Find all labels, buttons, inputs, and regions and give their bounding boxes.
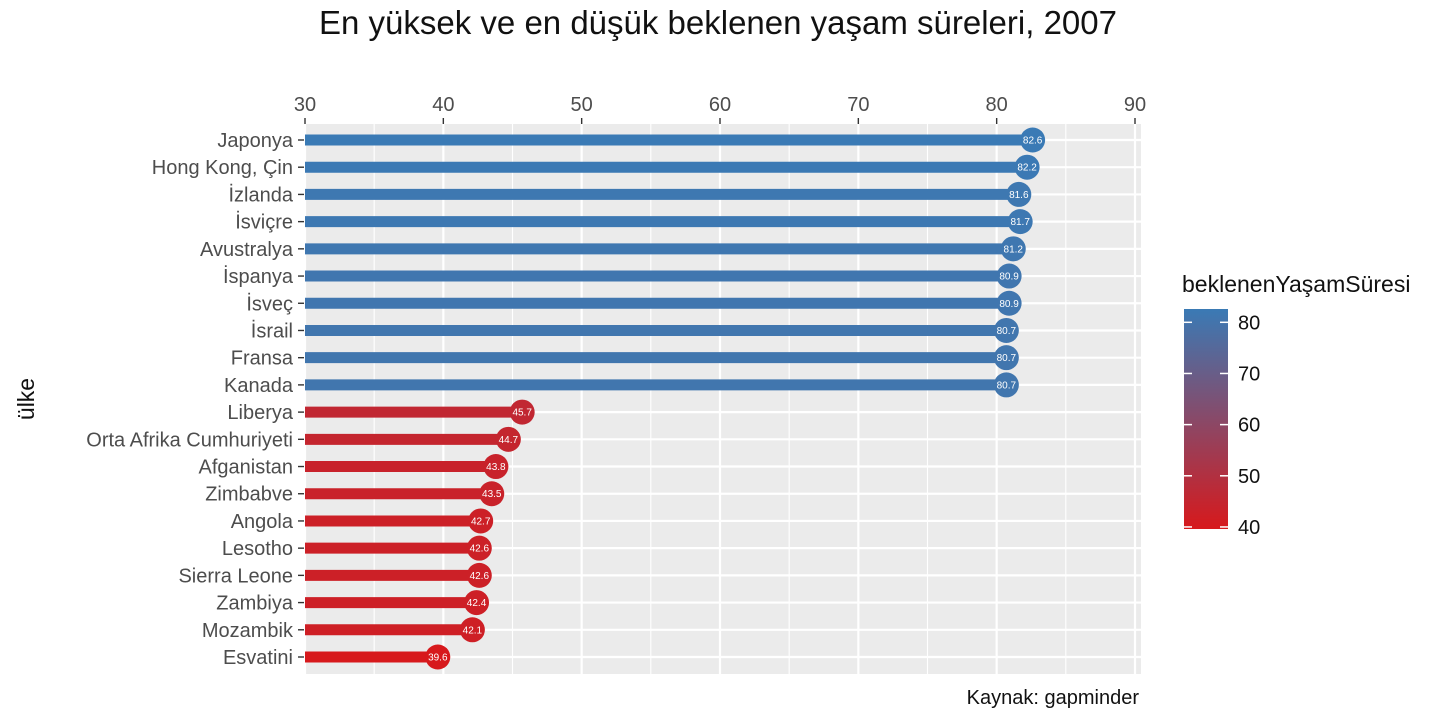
y-tick-label: Liberya <box>227 402 293 424</box>
x-axis: 30 40 50 60 70 80 90 <box>294 94 1146 124</box>
data-label: 42.6 <box>470 571 490 582</box>
lollipop-dot <box>993 317 1019 343</box>
y-tick-label: Zimbabve <box>205 484 293 506</box>
chart-caption: Kaynak: gapminder <box>967 687 1140 709</box>
data-label: 43.5 <box>482 489 502 500</box>
data-label: 81.7 <box>1010 217 1030 228</box>
legend-colorbar <box>1184 309 1228 529</box>
legend: beklenenYaşamSüresi 80 70 60 50 40 <box>1182 271 1410 539</box>
lollipop-dot <box>1007 209 1033 235</box>
data-label: 80.9 <box>999 299 1019 310</box>
lollipop-dot <box>495 426 521 452</box>
data-label: 80.7 <box>997 380 1017 391</box>
data-label: 80.7 <box>997 353 1017 364</box>
lollipop-dot <box>996 290 1022 316</box>
y-axis-title: ülke <box>13 378 39 420</box>
data-label: 80.7 <box>997 326 1017 337</box>
legend-tick-label: 40 <box>1238 517 1260 539</box>
y-tick-label: Esvatini <box>223 647 293 669</box>
y-tick-label: Avustralya <box>200 239 294 261</box>
x-tick-label: 80 <box>986 94 1008 116</box>
data-label: 81.2 <box>1004 244 1024 255</box>
data-label: 42.6 <box>470 544 490 555</box>
lollipop-dot <box>1014 154 1040 180</box>
legend-tick-label: 50 <box>1238 466 1260 488</box>
x-tick-label: 30 <box>294 94 316 116</box>
data-label: 42.1 <box>463 625 483 636</box>
y-tick-label: İsviçre <box>235 211 293 234</box>
lollipop-dot <box>466 562 492 588</box>
x-tick-label: 70 <box>847 94 869 116</box>
data-label: 42.4 <box>467 598 487 609</box>
legend-tick-label: 60 <box>1238 415 1260 437</box>
data-label: 82.2 <box>1017 163 1037 174</box>
lollipop-dot <box>1020 127 1046 153</box>
lollipop-dot <box>425 644 451 670</box>
y-tick-label: Lesotho <box>222 538 293 560</box>
y-tick-label: Zambiya <box>216 593 294 615</box>
x-tick-label: 90 <box>1124 94 1146 116</box>
lollipop-dot <box>483 454 509 480</box>
y-tick-label: Afganistan <box>198 457 293 479</box>
data-label: 39.6 <box>428 653 448 664</box>
y-tick-label: Angola <box>231 511 294 533</box>
lollipop-dot <box>479 481 505 507</box>
x-tick-label: 50 <box>571 94 593 116</box>
x-tick-label: 60 <box>709 94 731 116</box>
data-label: 81.6 <box>1009 190 1029 201</box>
data-marks: 82.6 82.2 81.6 81.7 81.2 80.9 80.9 80.7 80.7 80.7… <box>305 127 1046 670</box>
y-tick-label: İsrail <box>251 319 293 342</box>
data-label: 43.8 <box>486 462 506 473</box>
y-tick-label: İzlanda <box>229 183 294 206</box>
lollipop-dot <box>466 535 492 561</box>
lollipop-dot <box>993 345 1019 371</box>
y-tick-label: Japonya <box>217 130 293 152</box>
data-label: 44.7 <box>499 435 519 446</box>
y-tick-label: Orta Afrika Cumhuriyeti <box>86 429 293 451</box>
lollipop-dot <box>1000 236 1026 262</box>
legend-tick-label: 70 <box>1238 363 1260 385</box>
y-axis: Japonya Hong Kong, Çin İzlanda İsviçre Avust… <box>86 130 304 669</box>
lollipop-dot <box>464 590 490 616</box>
legend-title: beklenenYaşamSüresi <box>1182 271 1410 297</box>
lollipop-dot <box>1006 181 1032 207</box>
data-label: 45.7 <box>512 408 532 419</box>
lollipop-dot <box>459 617 485 643</box>
chart-title: En yüksek ve en düşük beklenen yaşam sür… <box>319 4 1117 41</box>
legend-tick-label: 80 <box>1238 312 1260 334</box>
lollipop-dot <box>468 508 494 534</box>
y-tick-label: Hong Kong, Çin <box>152 157 293 179</box>
y-tick-label: Kanada <box>224 375 294 397</box>
data-label: 80.9 <box>999 272 1019 283</box>
data-label: 42.7 <box>471 516 491 527</box>
x-tick-label: 40 <box>432 94 454 116</box>
plot-panel <box>304 124 1141 674</box>
lollipop-dot <box>996 263 1022 289</box>
lollipop-dot <box>509 399 535 425</box>
y-tick-label: İsveç <box>246 292 293 315</box>
y-tick-label: Fransa <box>231 348 294 370</box>
lollipop-dot <box>993 372 1019 398</box>
y-tick-label: Sierra Leone <box>178 565 293 587</box>
y-tick-label: İspanya <box>223 265 294 288</box>
y-tick-label: Mozambik <box>202 620 294 642</box>
data-label: 82.6 <box>1023 136 1043 147</box>
